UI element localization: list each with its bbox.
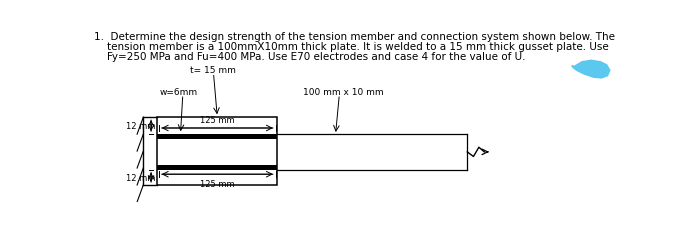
Text: t= 15 mm: t= 15 mm — [190, 66, 237, 75]
Text: 100 mm x 10 mm: 100 mm x 10 mm — [303, 87, 384, 96]
Text: Fy=250 MPa and Fu=400 MPa. Use E70 electrodes and case 4 for the value of U.: Fy=250 MPa and Fu=400 MPa. Use E70 elect… — [94, 52, 525, 62]
Polygon shape — [572, 61, 610, 79]
Text: w=6mm: w=6mm — [160, 87, 198, 96]
Text: 125 mm: 125 mm — [200, 116, 235, 125]
Bar — [158, 118, 277, 185]
Text: tension member is a 100mmX10mm thick plate. It is welded to a 15 mm thick gusset: tension member is a 100mmX10mm thick pla… — [94, 42, 608, 52]
Text: 1.  Determine the design strength of the tension member and connection system sh: 1. Determine the design strength of the … — [94, 32, 615, 42]
Text: 12 mm: 12 mm — [125, 173, 155, 182]
Text: 12 mm: 12 mm — [125, 122, 155, 131]
Text: 125 mm: 125 mm — [200, 179, 235, 188]
Bar — [158, 135, 277, 139]
Bar — [158, 165, 277, 170]
